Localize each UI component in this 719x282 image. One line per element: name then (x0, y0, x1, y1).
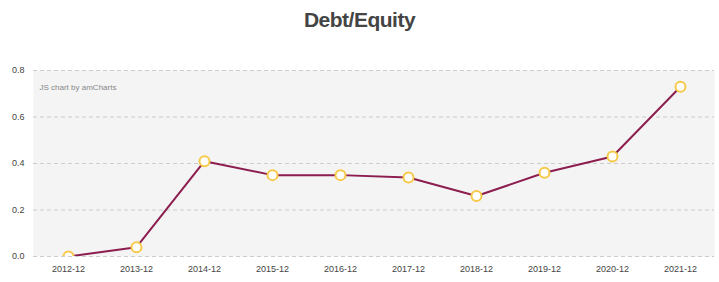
svg-text:0.8: 0.8 (12, 65, 25, 75)
svg-text:2017-12: 2017-12 (392, 264, 425, 274)
svg-text:0.6: 0.6 (12, 112, 25, 122)
svg-text:2019-12: 2019-12 (528, 264, 561, 274)
svg-text:2013-12: 2013-12 (120, 264, 153, 274)
svg-text:0.2: 0.2 (12, 205, 25, 215)
svg-text:2020-12: 2020-12 (596, 264, 629, 274)
svg-text:2012-12: 2012-12 (52, 264, 85, 274)
svg-text:2021-12: 2021-12 (664, 264, 697, 274)
svg-text:2016-12: 2016-12 (324, 264, 357, 274)
svg-text:JS chart by amCharts: JS chart by amCharts (40, 83, 117, 92)
svg-text:0.0: 0.0 (12, 251, 25, 261)
svg-text:0.4: 0.4 (12, 158, 25, 168)
svg-text:2014-12: 2014-12 (188, 264, 221, 274)
svg-text:2018-12: 2018-12 (460, 264, 493, 274)
html-text:Debt/Equity: Debt/Equity (303, 8, 416, 31)
svg-text:2015-12: 2015-12 (256, 264, 289, 274)
